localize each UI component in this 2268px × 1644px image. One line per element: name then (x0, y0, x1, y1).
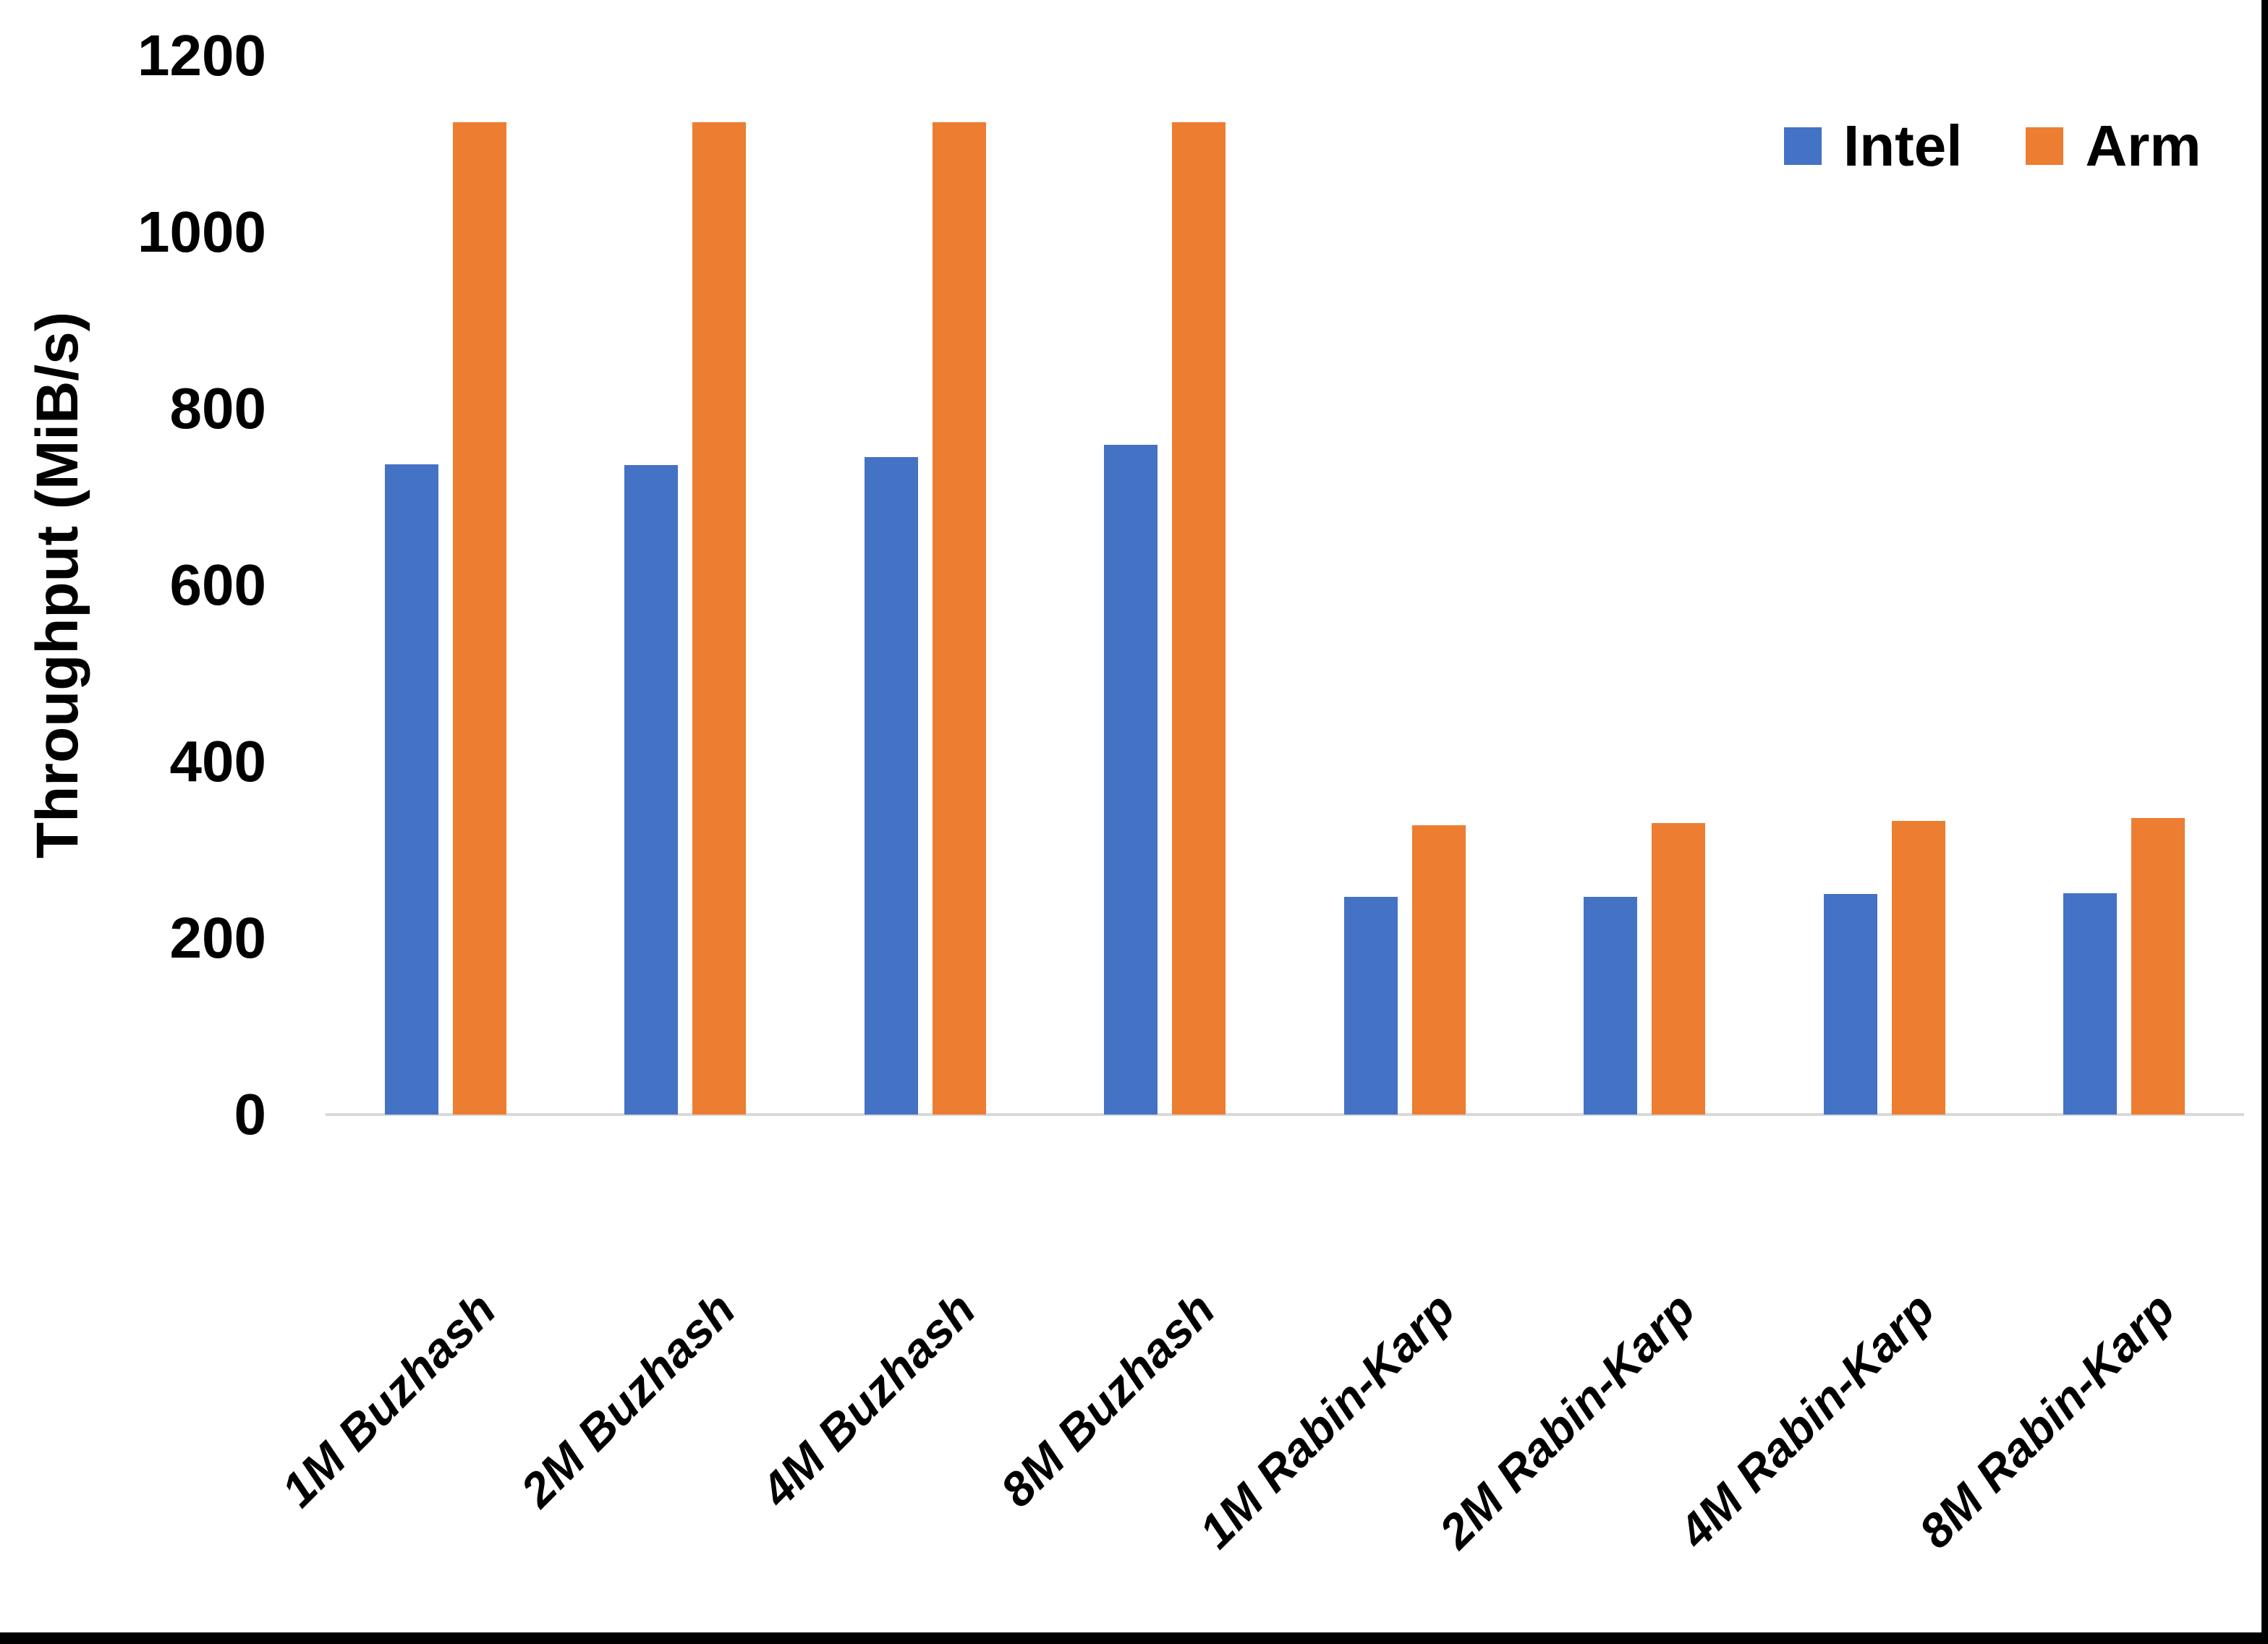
bar-intel-8m-rabin-karp (2063, 893, 2118, 1115)
bar-arm-1m-rabin-karp (1411, 825, 1466, 1115)
legend-label-arm: Arm (2085, 114, 2201, 178)
bar-intel-2m-rabin-karp (1584, 896, 1638, 1115)
x-tick-label-8m-rabin-karp: 8M Rabin-Karp (1908, 1282, 2185, 1559)
bar-intel-8m-buzhash (1104, 445, 1158, 1115)
legend-item-arm: Arm (2026, 117, 2201, 175)
bar-arm-8m-buzhash (1172, 122, 1226, 1115)
bar-arm-8m-rabin-karp (2131, 818, 2186, 1115)
bar-arm-4m-buzhash (932, 122, 986, 1115)
y-tick-label-400: 400 (169, 729, 266, 793)
y-tick-label-800: 800 (169, 376, 266, 440)
bar-arm-1m-buzhash (452, 122, 506, 1115)
legend-swatch-arm (2026, 127, 2064, 165)
bar-intel-1m-buzhash (384, 464, 438, 1115)
right-edge-border (2261, 0, 2268, 1644)
x-tick-label-1m-buzhash: 1M Buzhash (271, 1282, 506, 1517)
x-tick-label-4m-buzhash: 4M Buzhash (750, 1282, 985, 1517)
bar-intel-4m-buzhash (864, 457, 918, 1115)
legend-label-intel: Intel (1843, 114, 1963, 178)
x-axis-line (326, 1113, 2244, 1116)
bar-arm-2m-rabin-karp (1652, 823, 1706, 1115)
x-tick-label-2m-rabin-karp: 2M Rabin-Karp (1428, 1282, 1705, 1559)
y-tick-label-600: 600 (169, 553, 266, 617)
y-tick-label-1200: 1200 (137, 23, 266, 88)
x-tick-label-8m-buzhash: 8M Buzhash (990, 1282, 1226, 1517)
bar-intel-2m-buzhash (624, 465, 679, 1115)
bar-arm-2m-buzhash (692, 122, 747, 1115)
bar-intel-4m-rabin-karp (1823, 894, 1877, 1115)
y-tick-label-1000: 1000 (137, 200, 266, 264)
legend-item-intel: Intel (1784, 117, 1962, 175)
bar-arm-4m-rabin-karp (1891, 820, 1945, 1115)
bottom-edge-border (0, 1632, 2268, 1644)
x-tick-label-4m-rabin-karp: 4M Rabin-Karp (1668, 1282, 1945, 1559)
legend-swatch-intel (1784, 127, 1822, 165)
x-tick-label-2m-buzhash: 2M Buzhash (510, 1282, 746, 1517)
bar-intel-1m-rabin-karp (1343, 896, 1398, 1115)
legend: Intel Arm (1784, 117, 2201, 175)
y-tick-label-200: 200 (169, 906, 266, 970)
x-tick-label-1m-rabin-karp: 1M Rabin-Karp (1189, 1282, 1465, 1559)
y-tick-label-0: 0 (234, 1082, 267, 1146)
